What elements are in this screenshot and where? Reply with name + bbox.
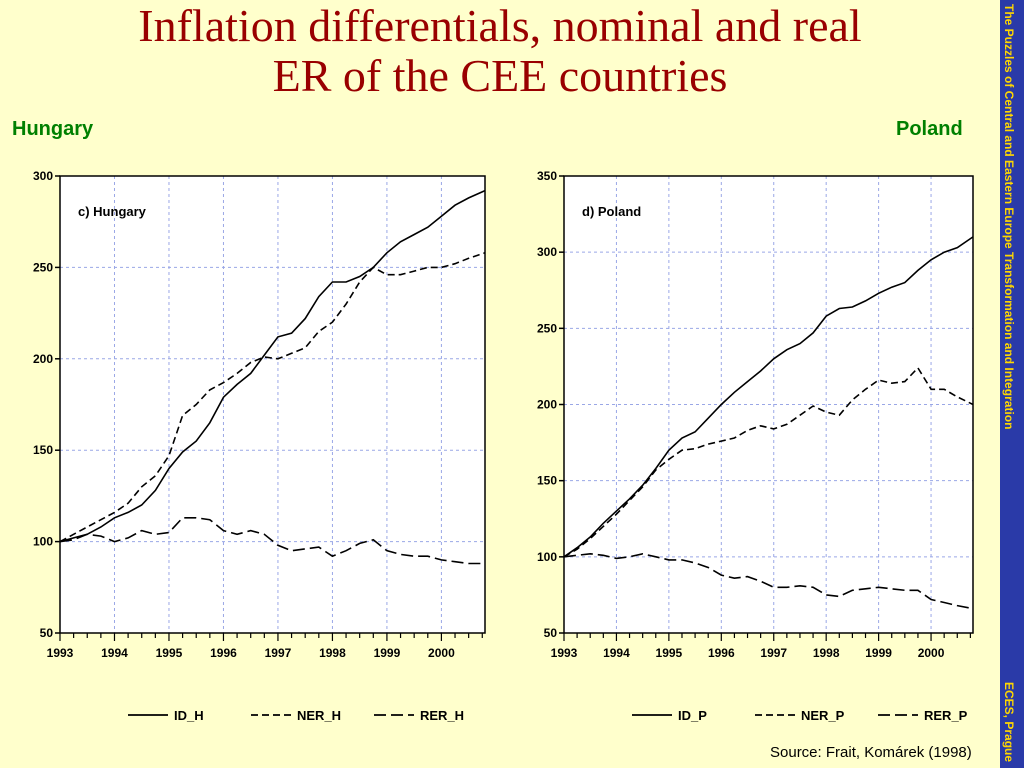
y-tick-label: 50	[544, 626, 558, 640]
y-tick-label: 100	[33, 535, 53, 549]
x-tick-label: 2000	[918, 646, 945, 660]
x-tick-label: 1995	[156, 646, 183, 660]
x-tick-label: 2000	[428, 646, 455, 660]
chart-title: d) Poland	[582, 204, 641, 219]
y-tick-label: 100	[537, 550, 557, 564]
chart-hungary: 300 250 200 150 100 50 1993 1994 1995 1996 1997 199…	[33, 169, 486, 723]
series-line-ner_p	[563, 366, 974, 558]
x-tick-label: 1994	[603, 646, 630, 660]
x-tick-label: 1999	[374, 646, 401, 660]
slide-title: Inflation differentials, nominal and rea…	[0, 1, 1000, 101]
x-tick-label: 1993	[551, 646, 578, 660]
country-label-hungary: Hungary	[12, 118, 94, 140]
y-tick-label: 200	[537, 398, 557, 412]
x-tick-label: 1998	[319, 646, 346, 660]
country-label-poland: Poland	[896, 118, 963, 140]
plot-frame	[59, 175, 486, 634]
series-line-rer_h	[59, 517, 485, 565]
y-tick-label: 300	[537, 245, 557, 259]
legend-label: NER_P	[801, 708, 845, 723]
y-tick-label: 250	[33, 260, 53, 274]
legend-label: NER_H	[297, 708, 341, 723]
series-line-ner_h	[59, 252, 486, 543]
y-tick-label: 300	[33, 169, 53, 183]
x-tick-label: 1994	[101, 646, 128, 660]
x-tick-label: 1995	[656, 646, 683, 660]
chart-title: c) Hungary	[78, 204, 147, 219]
sidebar-org: ECES, Prague	[1002, 681, 1016, 762]
legend-label: RER_P	[924, 708, 968, 723]
y-tick-label: 350	[537, 169, 557, 183]
plot-area	[60, 176, 485, 633]
y-tick-label: 250	[537, 321, 557, 335]
legend-label: RER_H	[420, 708, 464, 723]
x-tick-label: 1998	[813, 646, 840, 660]
y-tick-label: 200	[33, 352, 53, 366]
sidebar-title: The Puzzles of Central and Eastern Europ…	[1002, 4, 1016, 430]
x-tick-label: 1997	[760, 646, 787, 660]
x-tick-label: 1996	[708, 646, 735, 660]
title-line-2: ER of the CEE countries	[272, 50, 728, 101]
source-note: Source: Frait, Komárek (1998)	[770, 744, 972, 761]
x-tick-label: 1993	[47, 646, 74, 660]
chart-poland: 350 300 250 200 150 100 50 1993 1994 1995 1996 1997…	[537, 169, 974, 723]
legend-label: ID_P	[678, 708, 707, 723]
title-line-1: Inflation differentials, nominal and rea…	[138, 0, 862, 51]
series-line-id_h	[59, 189, 486, 543]
series-line-id_p	[563, 236, 974, 558]
sidebar-band: The Puzzles of Central and Eastern Europ…	[1000, 0, 1024, 768]
x-tick-label: 1997	[265, 646, 292, 660]
series-line-rer_p	[563, 552, 974, 610]
x-tick-label: 1996	[210, 646, 237, 660]
y-tick-label: 50	[40, 626, 54, 640]
x-tick-label: 1999	[865, 646, 892, 660]
y-tick-label: 150	[537, 474, 557, 488]
legend-label: ID_H	[174, 708, 204, 723]
y-tick-label: 150	[33, 443, 53, 457]
